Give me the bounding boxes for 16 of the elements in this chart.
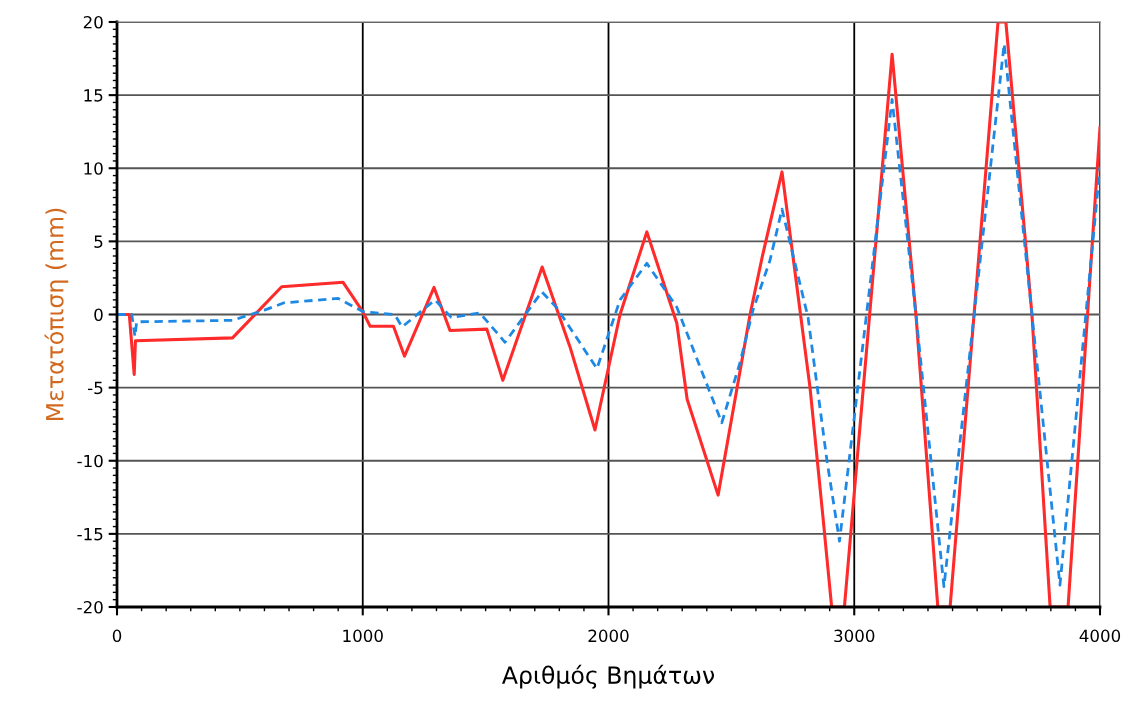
x-axis-title: Αριθμός Βημάτων bbox=[502, 664, 715, 689]
y-tick-label: -20 bbox=[77, 600, 103, 614]
y-tick-label: -10 bbox=[77, 454, 103, 468]
x-tick-label: 2000 bbox=[588, 629, 629, 643]
y-tick-label: 0 bbox=[94, 308, 103, 322]
y-axis-title: Μετατόπιση (mm) bbox=[44, 208, 69, 420]
x-tick-label: 1000 bbox=[343, 629, 383, 643]
y-tick-label: 15 bbox=[84, 89, 103, 102]
x-tick-label: 3000 bbox=[834, 629, 875, 643]
y-tick-label: 5 bbox=[94, 235, 103, 248]
y-tick-label: 10 bbox=[84, 162, 103, 175]
x-tick-label: 4000 bbox=[1079, 629, 1121, 643]
y-tick-label: -15 bbox=[77, 528, 103, 541]
y-tick-label: -5 bbox=[88, 381, 103, 395]
x-tick-label: 0 bbox=[112, 629, 122, 643]
y-tick-label: 20 bbox=[83, 15, 103, 29]
